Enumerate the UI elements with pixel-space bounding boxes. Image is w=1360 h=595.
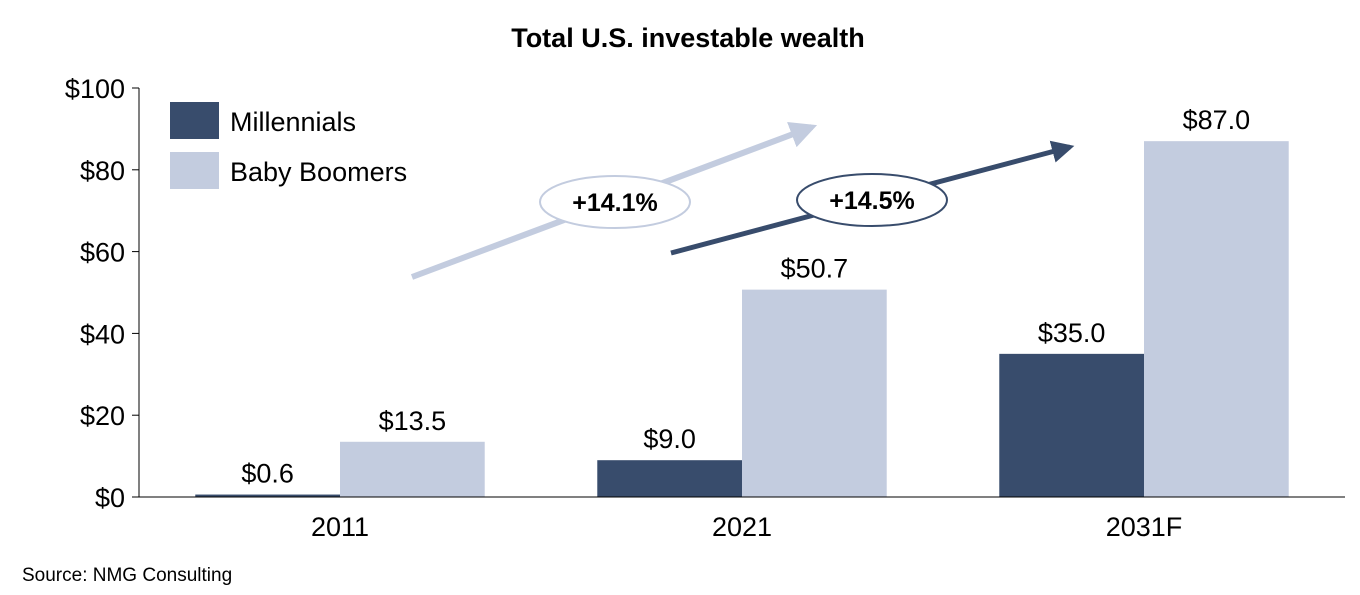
y-tick-label: $40: [80, 319, 125, 349]
data-label-millennials-2011: $0.6: [241, 459, 294, 489]
growth-bubble-boomers: [539, 175, 691, 229]
x-tick-label: 2011: [311, 512, 369, 542]
bars: [195, 141, 1289, 498]
bar-millennials-2031f: [999, 353, 1144, 497]
y-axis: $0 $20 $40 $60 $80 $100: [65, 74, 140, 513]
data-label-baby-boomers-2021: $50.7: [781, 254, 849, 284]
bar-baby-boomers-2031f: [1144, 141, 1289, 498]
data-label-millennials-2021: $9.0: [643, 424, 696, 454]
data-label-millennials-2031f: $35.0: [1038, 318, 1106, 348]
chart-title: Total U.S. investable wealth: [511, 23, 865, 53]
bar-millennials-2011: [195, 494, 340, 497]
legend: Millennials Baby Boomers: [170, 102, 407, 189]
bar-baby-boomers-2011: [340, 441, 485, 497]
y-tick-label: $20: [80, 401, 125, 431]
growth-annotations: +14.1% +14.5%: [410, 121, 1075, 280]
bar-baby-boomers-2021: [742, 289, 887, 497]
bar-millennials-2021: [597, 460, 742, 497]
x-tick-label: 2031F: [1106, 512, 1183, 542]
legend-swatch-millennials: [170, 102, 219, 139]
y-tick-label: $0: [95, 483, 125, 513]
x-tick-label: 2021: [712, 512, 772, 542]
legend-label-millennials: Millennials: [230, 107, 356, 137]
y-tick-label: $60: [80, 238, 125, 268]
y-tick-label: $80: [80, 156, 125, 186]
bar-labels: $0.6 $13.5 $9.0 $50.7 $35.0 $87.0: [241, 105, 1250, 488]
x-tick-labels: 2011 2021 2031F: [311, 512, 1182, 542]
growth-bubble-millennials: [796, 173, 948, 227]
y-tick-label: $100: [65, 74, 125, 104]
growth-label-boomers: +14.1%: [572, 189, 658, 217]
growth-label-millennials: +14.5%: [829, 187, 915, 215]
data-label-baby-boomers-2011: $13.5: [379, 406, 447, 436]
data-label-baby-boomers-2031f: $87.0: [1183, 105, 1251, 135]
legend-label-baby-boomers: Baby Boomers: [230, 157, 407, 187]
source-note: Source: NMG Consulting: [22, 565, 232, 586]
legend-swatch-baby-boomers: [170, 152, 219, 189]
